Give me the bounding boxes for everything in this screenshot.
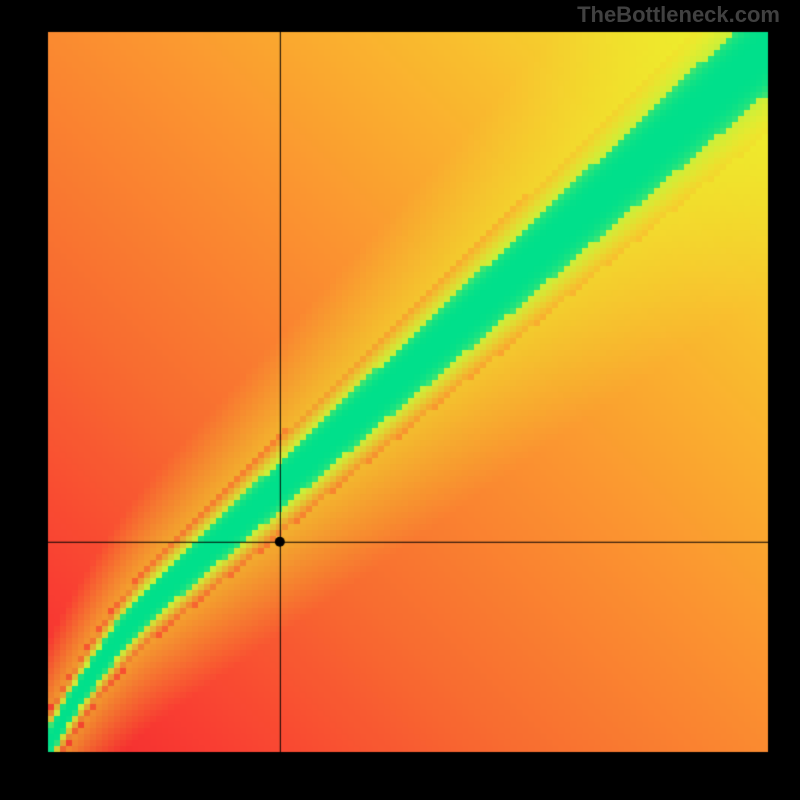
watermark-label: TheBottleneck.com — [577, 2, 780, 28]
bottleneck-heatmap — [0, 0, 800, 800]
